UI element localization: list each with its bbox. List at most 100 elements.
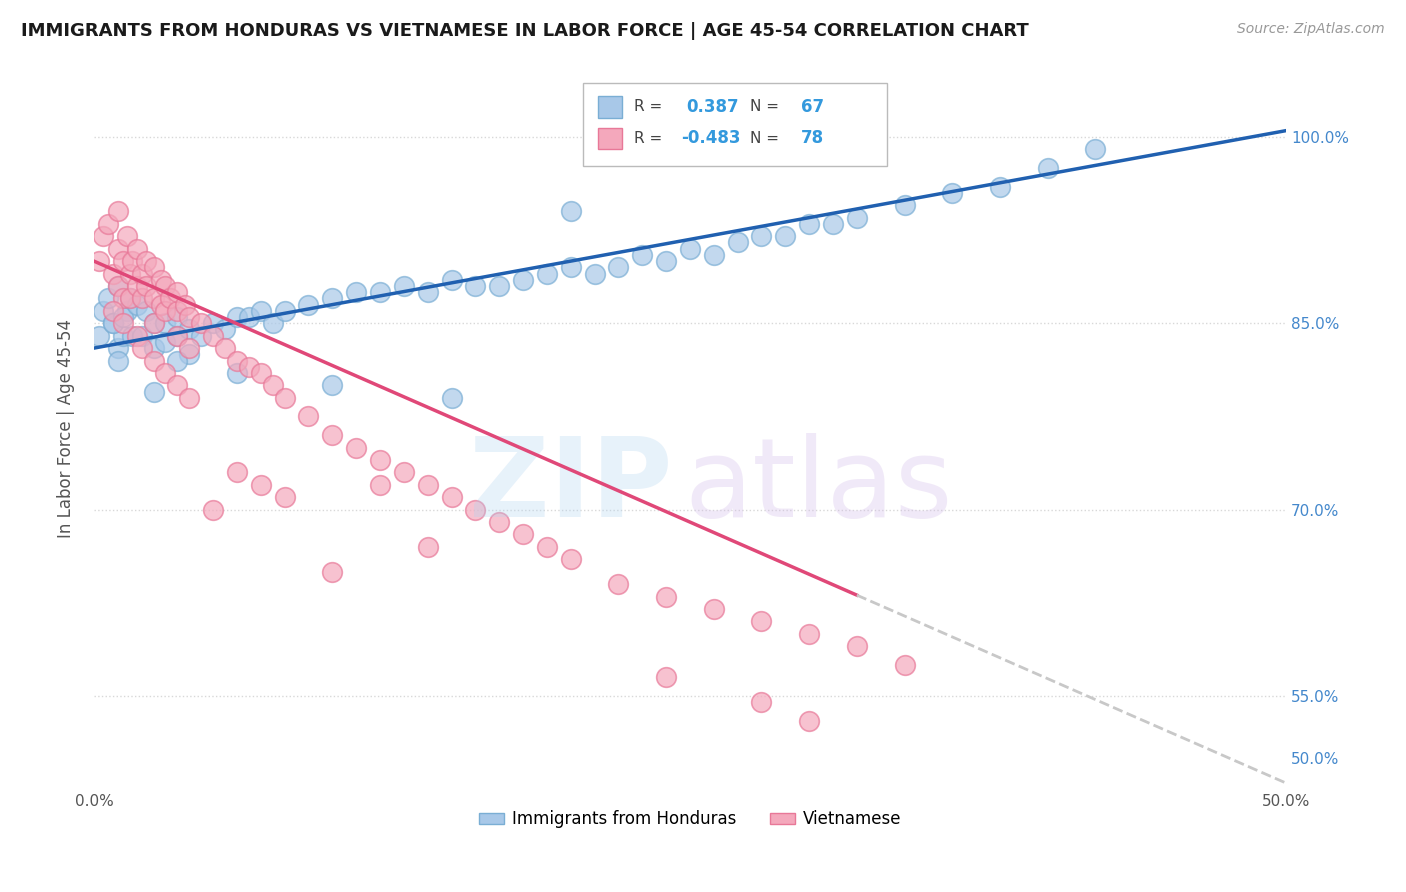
Point (107, 341, 129, 355)
Point (250, 366, 273, 380)
Point (464, 502, 486, 516)
Point (392, 466, 415, 480)
Point (166, 353, 188, 368)
Point (125, 279, 148, 293)
Point (941, 186, 963, 200)
Point (111, 310, 134, 324)
Point (107, 242, 129, 256)
Point (166, 378, 188, 392)
Point (149, 273, 172, 287)
Text: 78: 78 (801, 129, 824, 147)
Point (142, 316, 165, 330)
Point (1084, 142, 1107, 156)
Point (135, 303, 157, 318)
Point (583, 267, 606, 281)
Point (512, 527, 534, 541)
Point (166, 310, 188, 324)
Point (121, 254, 143, 268)
Point (202, 316, 225, 330)
Point (125, 328, 148, 343)
Point (250, 477, 273, 491)
Point (87, 254, 110, 268)
Legend: Immigrants from Honduras, Vietnamese: Immigrants from Honduras, Vietnamese (472, 804, 908, 835)
Point (893, 657, 915, 672)
Point (655, 590, 678, 604)
Point (250, 303, 273, 318)
Point (797, 627, 820, 641)
Text: R =: R = (634, 131, 666, 146)
Point (821, 217, 844, 231)
Point (173, 297, 195, 311)
Point (845, 640, 868, 654)
Point (727, 235, 749, 250)
Point (893, 198, 915, 212)
Point (179, 347, 201, 361)
Point (190, 328, 212, 343)
Point (344, 441, 367, 455)
Point (751, 615, 773, 629)
Point (214, 341, 236, 355)
Text: -0.483: -0.483 (682, 129, 741, 147)
Point (111, 328, 134, 343)
Point (190, 316, 212, 330)
Point (238, 359, 260, 374)
Point (536, 540, 558, 554)
Point (226, 353, 249, 368)
Point (560, 260, 582, 275)
Point (111, 292, 134, 306)
Point (560, 552, 582, 566)
Point (988, 179, 1011, 194)
Point (297, 297, 319, 311)
Point (321, 292, 343, 306)
Point (273, 391, 295, 405)
Point (117, 229, 139, 244)
Point (107, 279, 129, 293)
Point (142, 384, 165, 399)
Point (655, 670, 678, 684)
Point (273, 303, 295, 318)
Point (131, 292, 153, 306)
Point (321, 428, 343, 442)
Point (226, 466, 249, 480)
Point (416, 285, 439, 300)
Point (97, 217, 120, 231)
Point (131, 328, 153, 343)
Point (107, 279, 129, 293)
Point (703, 248, 725, 262)
Point (111, 316, 134, 330)
Point (118, 292, 141, 306)
Point (488, 515, 510, 529)
Text: atlas: atlas (683, 433, 952, 540)
Point (238, 310, 260, 324)
Point (97, 292, 120, 306)
Point (464, 279, 486, 293)
Point (416, 477, 439, 491)
Point (797, 217, 820, 231)
Point (512, 273, 534, 287)
Point (142, 260, 165, 275)
Point (607, 260, 630, 275)
FancyBboxPatch shape (598, 128, 621, 149)
FancyBboxPatch shape (598, 96, 621, 118)
FancyBboxPatch shape (582, 83, 887, 166)
Point (262, 316, 284, 330)
Point (111, 254, 134, 268)
Point (155, 303, 177, 318)
Point (679, 242, 702, 256)
Point (155, 334, 177, 349)
Point (607, 577, 630, 591)
Text: 67: 67 (801, 98, 824, 116)
Point (101, 267, 124, 281)
Point (166, 328, 188, 343)
Point (125, 242, 148, 256)
Text: R =: R = (634, 99, 666, 114)
Point (101, 303, 124, 318)
Point (142, 292, 165, 306)
Point (142, 316, 165, 330)
Text: N =: N = (749, 131, 783, 146)
Point (166, 285, 188, 300)
Text: N =: N = (749, 99, 783, 114)
Point (344, 285, 367, 300)
Point (118, 267, 141, 281)
Point (214, 322, 236, 336)
